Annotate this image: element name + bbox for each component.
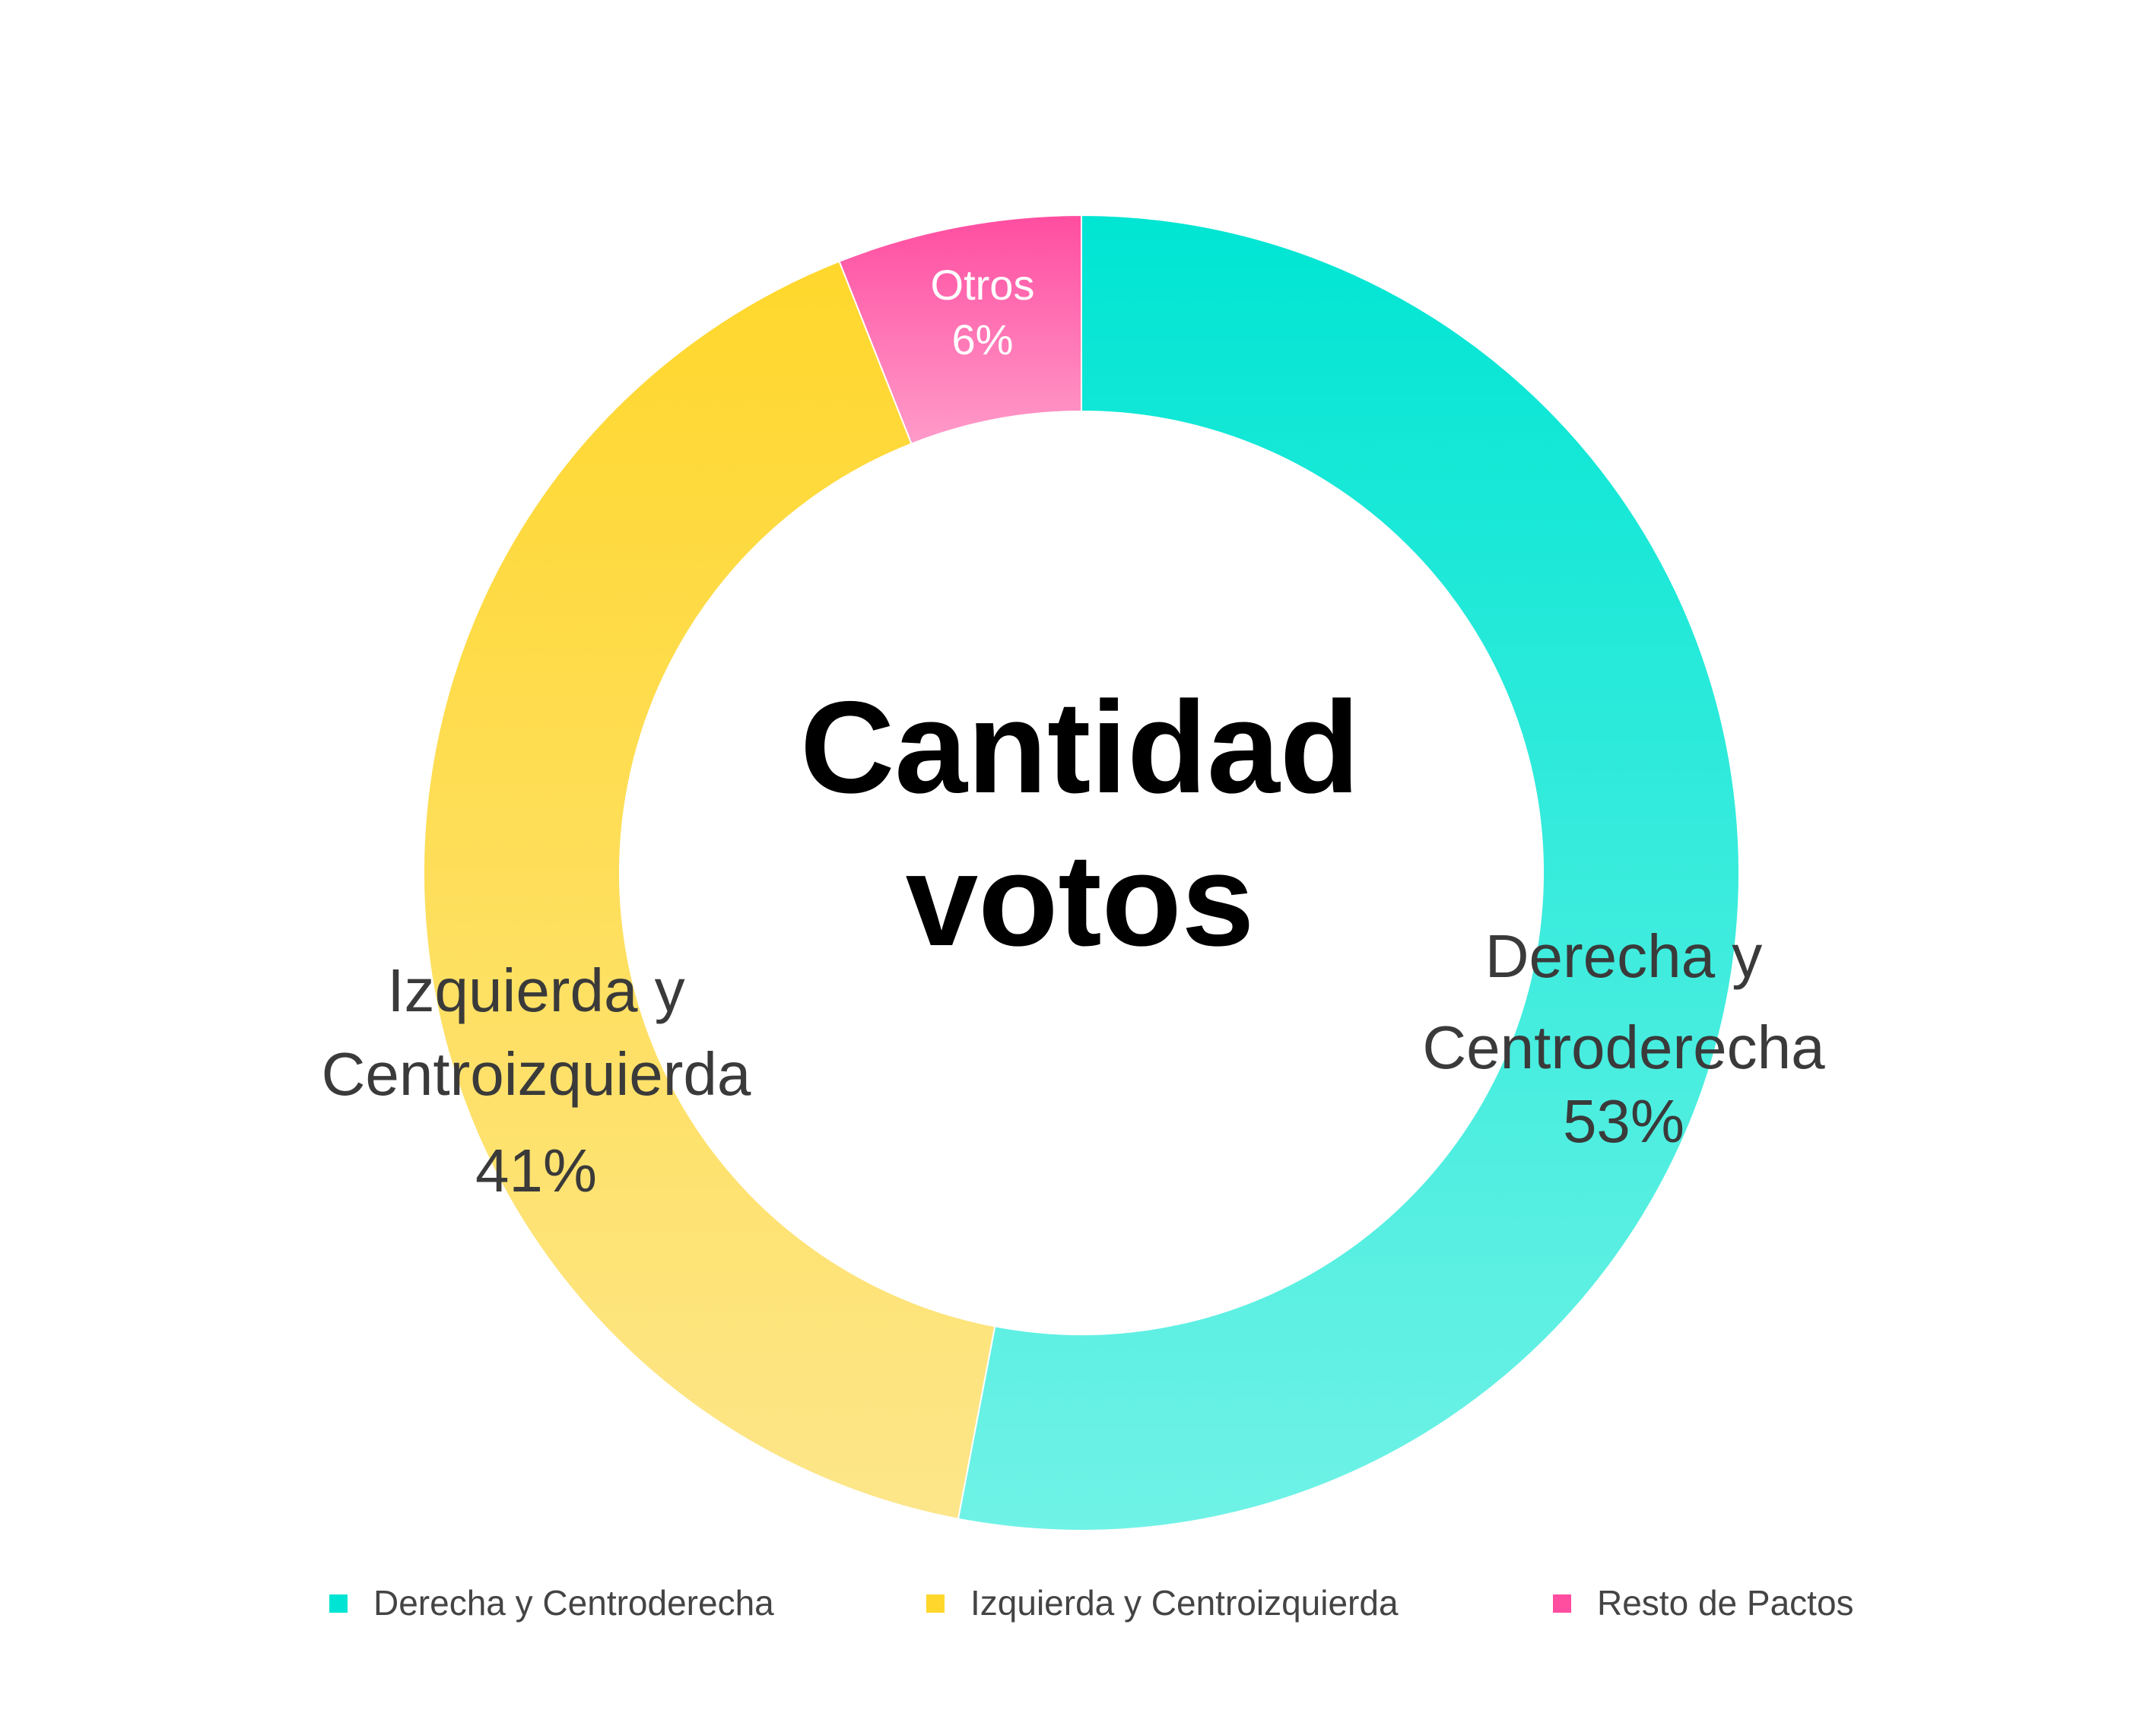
- legend-label: Izquierda y Centroizquierda: [970, 1583, 1399, 1623]
- legend: Derecha y Centroderecha Izquierda y Centr…: [329, 1583, 1854, 1623]
- center-title-line-1: Cantidad: [800, 674, 1360, 820]
- slice-2[interactable]: [838, 214, 1082, 445]
- slice-2-label: Otros: [931, 261, 1035, 309]
- legend-label: Derecha y Centroderecha: [373, 1583, 774, 1623]
- slice-1[interactable]: [423, 260, 996, 1520]
- slice-1-label: Izquierda y: [387, 957, 684, 1024]
- legend-label: Resto de Pactos: [1597, 1583, 1854, 1623]
- slice-0-label: Centroderecha: [1422, 1014, 1825, 1081]
- slice-2-percent-label: 6%: [952, 316, 1014, 363]
- slice-0[interactable]: [957, 214, 1740, 1531]
- center-title-line-2: votos: [906, 827, 1255, 973]
- slice-1-label: Centroizquierda: [322, 1040, 751, 1108]
- slice-1-percent-label: 41%: [475, 1137, 597, 1204]
- donut-slices: [423, 214, 1740, 1531]
- legend-swatch: [329, 1594, 348, 1613]
- slice-0-percent-label: 53%: [1563, 1087, 1684, 1155]
- slice-0-label: Derecha y: [1485, 922, 1763, 990]
- legend-swatch: [926, 1594, 945, 1613]
- center-title: Cantidad votos: [800, 674, 1360, 973]
- legend-swatch: [1553, 1594, 1571, 1613]
